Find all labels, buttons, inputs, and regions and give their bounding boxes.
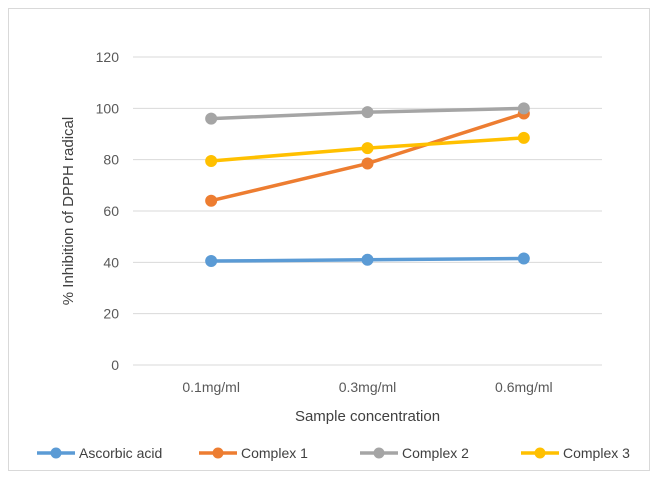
- y-axis-title: % Inhibition of DPPH radical: [60, 117, 77, 305]
- legend-swatch-marker: [50, 447, 62, 459]
- series-complex-3: [205, 131, 530, 167]
- y-tick-label: 100: [96, 100, 120, 116]
- data-point: [517, 252, 530, 265]
- y-tick-label: 40: [103, 254, 119, 270]
- y-tick-labels: 0 20 40 60 80 100 120: [96, 49, 120, 373]
- legend-label: Complex 2: [402, 445, 469, 461]
- chart-area: 0 20 40 60 80 100 120 0.1mg/ml 0.3mg/ml 0.6mg/ml…: [8, 8, 650, 471]
- legend-label: Ascorbic acid: [79, 445, 162, 461]
- data-point: [517, 131, 530, 144]
- x-tick-label: 0.3mg/ml: [339, 379, 397, 395]
- line-chart: 0 20 40 60 80 100 120 0.1mg/ml 0.3mg/ml 0.6mg/ml…: [37, 49, 630, 461]
- data-point: [205, 194, 218, 207]
- legend-item: Complex 1: [199, 445, 308, 461]
- legend-item: Complex 3: [521, 445, 630, 461]
- legend-swatch-marker: [373, 447, 385, 459]
- legend-label: Complex 1: [241, 445, 308, 461]
- y-tick-label: 0: [111, 357, 119, 373]
- data-point: [361, 142, 374, 155]
- legend-swatch-marker: [534, 447, 546, 459]
- series-group: [205, 102, 530, 268]
- x-tick-label: 0.1mg/ml: [182, 379, 240, 395]
- series-complex-1: [205, 107, 530, 207]
- y-tick-label: 120: [96, 49, 120, 65]
- series-complex-2: [205, 102, 530, 125]
- legend-label: Complex 3: [563, 445, 630, 461]
- legend-item: Complex 2: [360, 445, 469, 461]
- data-point: [205, 255, 218, 268]
- data-point: [517, 102, 530, 115]
- legend-swatch-marker: [212, 447, 224, 459]
- data-point: [361, 106, 374, 119]
- x-tick-labels: 0.1mg/ml 0.3mg/ml 0.6mg/ml: [182, 379, 552, 395]
- data-point: [205, 154, 218, 167]
- legend-item: Ascorbic acid: [37, 445, 162, 461]
- legend: Ascorbic acid Complex 1 Complex 2 Complex 3: [37, 445, 630, 461]
- data-point: [361, 157, 374, 170]
- y-tick-label: 60: [103, 203, 119, 219]
- y-tick-label: 80: [103, 152, 119, 168]
- x-tick-label: 0.6mg/ml: [495, 379, 553, 395]
- x-axis-title: Sample concentration: [295, 408, 440, 425]
- gridlines: [133, 56, 602, 366]
- data-point: [361, 253, 374, 266]
- y-tick-label: 20: [103, 306, 119, 322]
- series-ascorbic-acid: [205, 252, 530, 268]
- data-point: [205, 112, 218, 125]
